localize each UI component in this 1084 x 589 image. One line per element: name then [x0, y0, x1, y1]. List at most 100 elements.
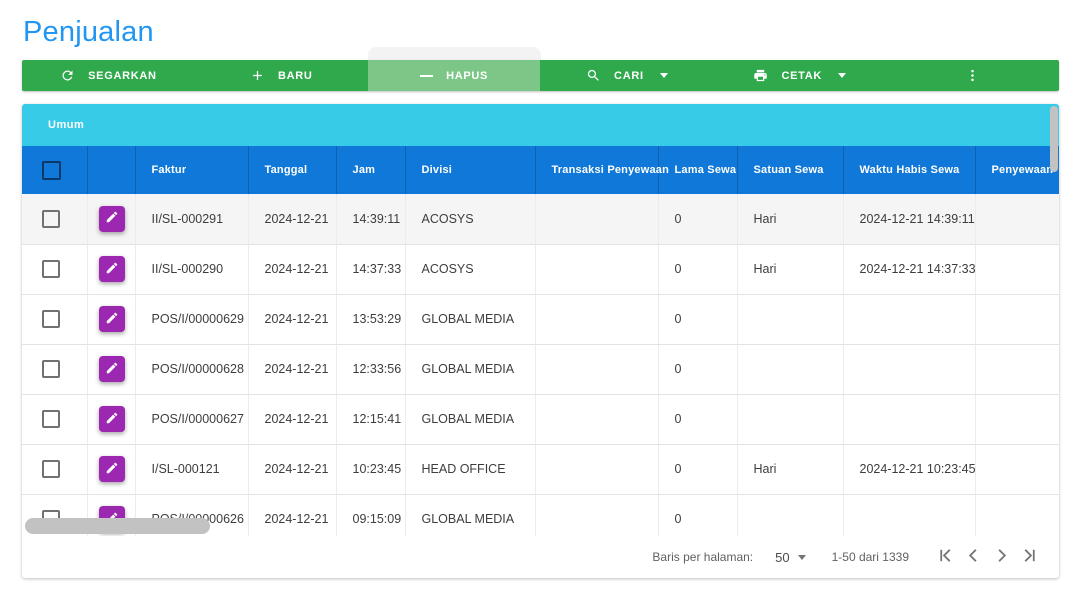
cell-transaksi-penyewaan — [535, 344, 659, 395]
next-page-icon — [992, 546, 1011, 568]
cell-edit — [87, 344, 136, 395]
column-header-lama-sewa[interactable]: Lama Sewa — [658, 146, 738, 194]
row-checkbox[interactable] — [42, 360, 60, 378]
next-page-button[interactable] — [987, 543, 1015, 571]
pencil-icon — [105, 361, 119, 378]
cell-lama-sewa: 0 — [658, 394, 738, 445]
cell-penyewaan — [975, 394, 1059, 445]
cell-jam: 12:33:56 — [336, 344, 406, 395]
vertical-scrollbar-thumb[interactable] — [1050, 106, 1058, 172]
row-checkbox[interactable] — [42, 209, 60, 228]
new-button[interactable]: BARU — [195, 60, 368, 91]
row-checkbox[interactable] — [42, 310, 60, 328]
refresh-button[interactable]: SEGARKAN — [22, 60, 195, 91]
first-page-button[interactable] — [931, 543, 959, 571]
edit-button[interactable] — [98, 306, 125, 332]
pencil-icon — [105, 261, 119, 278]
previous-page-button[interactable] — [959, 543, 987, 571]
print-button-label: CETAK — [781, 69, 823, 82]
tab-umum[interactable]: Umum — [22, 104, 1059, 146]
edit-button[interactable] — [98, 256, 125, 282]
cell-waktu-habis-sewa — [843, 344, 976, 395]
cell-tanggal: 2024-12-21 — [248, 344, 337, 395]
pencil-icon — [105, 461, 119, 478]
delete-button[interactable]: HAPUS — [367, 60, 541, 91]
cell-faktur: II/SL-000290 — [135, 244, 249, 295]
column-header-satuan-sewa[interactable]: Satuan Sewa — [737, 146, 844, 194]
cell-waktu-habis-sewa: 2024-12-21 14:39:11 — [843, 194, 976, 245]
row-checkbox[interactable] — [42, 260, 60, 278]
column-header-penyewaan[interactable]: Penyewaan — [975, 146, 1059, 194]
search-button-label: CARI — [614, 69, 644, 82]
cell-edit — [87, 294, 136, 345]
table-row[interactable]: II/SL-000290 2024-12-21 14:37:33 ACOSYS … — [22, 244, 1059, 295]
table-row[interactable]: II/SL-000291 2024-12-21 14:39:11 ACOSYS … — [22, 194, 1059, 245]
chevron-down-icon — [838, 73, 847, 78]
cell-jam: 09:15:09 — [336, 494, 406, 536]
cell-divisi: ACOSYS — [405, 244, 536, 295]
cell-satuan-sewa — [737, 494, 844, 536]
table-row[interactable]: POS/I/00000629 2024-12-21 13:53:29 GLOBA… — [22, 294, 1059, 345]
more-vert-icon — [965, 68, 980, 83]
cell-satuan-sewa: Hari — [737, 444, 844, 495]
cell-lama-sewa: 0 — [658, 294, 738, 345]
cell-divisi: GLOBAL MEDIA — [405, 344, 536, 395]
cell-transaksi-penyewaan — [535, 294, 659, 345]
pencil-icon — [105, 411, 119, 428]
cell-transaksi-penyewaan — [535, 244, 659, 295]
cell-select — [22, 294, 88, 345]
rows-per-page-select[interactable]: 50 — [775, 550, 806, 565]
chevron-down-icon — [659, 73, 668, 78]
cell-faktur: II/SL-000291 — [135, 194, 249, 245]
minus-icon — [420, 74, 434, 77]
select-all-checkbox[interactable] — [42, 160, 61, 180]
cell-tanggal: 2024-12-21 — [248, 294, 337, 345]
search-button[interactable]: CARI — [540, 60, 713, 91]
cell-satuan-sewa: Hari — [737, 244, 844, 295]
column-header-waktu-habis-sewa[interactable]: Waktu Habis Sewa — [843, 146, 976, 194]
edit-button[interactable] — [98, 406, 125, 432]
cell-waktu-habis-sewa: 2024-12-21 10:23:45 — [843, 444, 976, 495]
table-body: II/SL-000291 2024-12-21 14:39:11 ACOSYS … — [22, 194, 1059, 536]
row-checkbox[interactable] — [42, 460, 60, 478]
cell-lama-sewa: 0 — [658, 194, 738, 245]
cell-tanggal: 2024-12-21 — [248, 244, 337, 295]
cell-waktu-habis-sewa — [843, 294, 976, 345]
row-checkbox[interactable] — [42, 410, 60, 428]
print-button[interactable]: CETAK — [713, 60, 886, 91]
cell-edit — [87, 444, 136, 495]
table-viewport: Faktur Tanggal Jam Divisi Transaksi Peny… — [22, 146, 1059, 536]
edit-button[interactable] — [98, 456, 125, 482]
cell-satuan-sewa — [737, 344, 844, 395]
column-header-divisi[interactable]: Divisi — [405, 146, 536, 194]
horizontal-scrollbar-thumb[interactable] — [25, 518, 210, 534]
plus-icon — [250, 68, 265, 83]
column-header-tanggal[interactable]: Tanggal — [248, 146, 337, 194]
tab-umum-label: Umum — [48, 119, 85, 131]
column-header-jam[interactable]: Jam — [336, 146, 406, 194]
table-row[interactable]: I/SL-000121 2024-12-21 10:23:45 HEAD OFF… — [22, 444, 1059, 495]
cell-penyewaan — [975, 194, 1059, 245]
cell-transaksi-penyewaan — [535, 194, 659, 245]
cell-jam: 13:53:29 — [336, 294, 406, 345]
cell-penyewaan — [975, 244, 1059, 295]
last-page-button[interactable] — [1015, 543, 1043, 571]
pencil-icon — [105, 210, 119, 227]
select-all-header — [22, 146, 88, 194]
cell-faktur: I/SL-000121 — [135, 444, 249, 495]
table-row[interactable]: POS/I/00000627 2024-12-21 12:15:41 GLOBA… — [22, 394, 1059, 445]
toolbar: SEGARKAN BARU HAPUS CARI CETAK — [22, 60, 1059, 91]
table-row[interactable]: POS/I/00000628 2024-12-21 12:33:56 GLOBA… — [22, 344, 1059, 395]
new-button-label: BARU — [277, 69, 313, 82]
delete-button-label: HAPUS — [446, 69, 489, 82]
edit-button[interactable] — [98, 205, 125, 232]
column-header-transaksi-penyewaan[interactable]: Transaksi Penyewaan — [535, 146, 669, 194]
print-icon — [753, 68, 768, 83]
edit-button[interactable] — [98, 356, 125, 382]
more-options-button[interactable] — [886, 60, 1059, 91]
cell-select — [22, 444, 88, 495]
pagination-range-label: 1-50 dari 1339 — [831, 550, 909, 564]
column-header-faktur[interactable]: Faktur — [135, 146, 249, 194]
page-title: Penjualan — [23, 16, 154, 48]
